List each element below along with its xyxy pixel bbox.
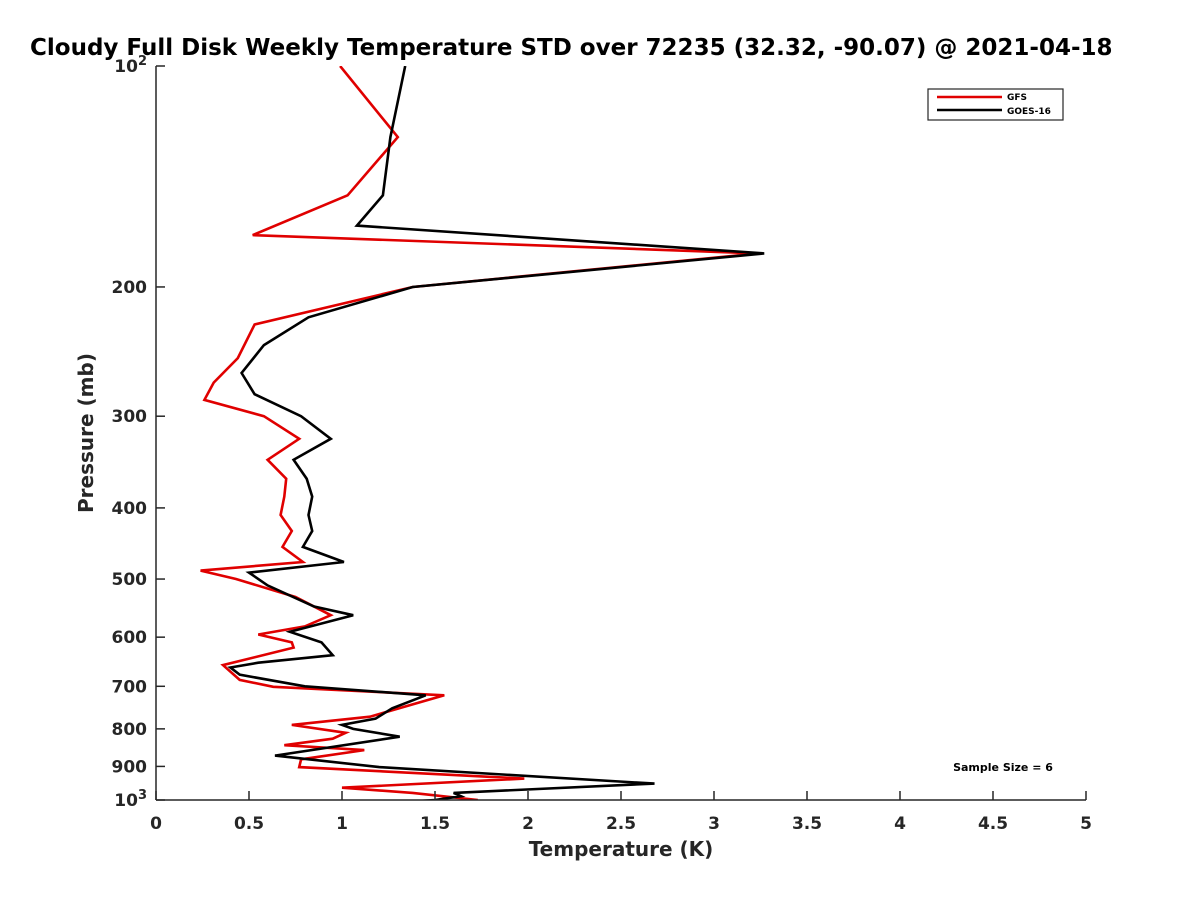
y-tick-label: 700 <box>112 677 148 697</box>
y-ticks: 102 200 300 400 500 600 700 800 900 103 <box>112 54 165 811</box>
y-tick-label: 600 <box>112 628 148 648</box>
x-ticks: 0 0.5 1 1.5 2 2.5 3 3.5 4 4.5 5 <box>150 791 1092 834</box>
series-line-gfs <box>200 66 759 800</box>
y-tick-label: 103 <box>114 788 147 811</box>
x-tick-label: 2 <box>522 814 534 834</box>
series-line-goes16 <box>227 66 765 800</box>
y-tick-label: 300 <box>112 407 148 427</box>
x-tick-label: 5 <box>1080 814 1092 834</box>
x-tick-label: 3 <box>708 814 720 834</box>
x-tick-label: 1.5 <box>420 814 450 834</box>
y-tick-label: 800 <box>112 720 148 740</box>
x-tick-label: 0 <box>150 814 162 834</box>
x-tick-label: 3.5 <box>792 814 822 834</box>
x-tick-label: 4.5 <box>978 814 1008 834</box>
y-axis-label: Pressure (mb) <box>74 353 98 513</box>
x-tick-label: 4 <box>894 814 906 834</box>
y-tick-label: 400 <box>112 499 148 519</box>
y-tick-label: 102 <box>114 54 147 77</box>
y-tick-label: 200 <box>112 278 148 298</box>
legend-box <box>927 88 1064 121</box>
sample-size-annotation: Sample Size = 6 <box>953 761 1053 774</box>
x-tick-label: 2.5 <box>606 814 636 834</box>
legend-label-gfs: GFS <box>1007 93 1027 103</box>
x-tick-label: 0.5 <box>234 814 264 834</box>
chart-title: Cloudy Full Disk Weekly Temperature STD … <box>30 35 1113 61</box>
x-tick-label: 1 <box>336 814 348 834</box>
series-layer <box>200 66 765 800</box>
legend-label-goes16: GOES-16 <box>1007 107 1051 117</box>
x-axis-label: Temperature (K) <box>529 837 714 861</box>
axes-layer <box>155 66 1086 801</box>
legend: GFS GOES-16 <box>927 88 1064 121</box>
y-tick-label: 500 <box>112 570 148 590</box>
y-tick-label: 900 <box>112 757 148 777</box>
